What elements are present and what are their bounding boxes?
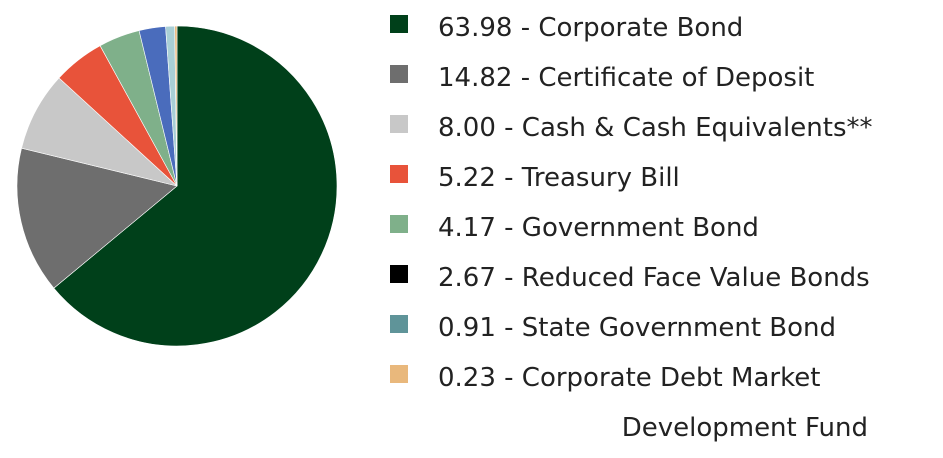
- legend-label: 0.91 - State Government Bond: [438, 313, 837, 343]
- legend-label: 8.00 - Cash & Cash Equivalents**: [438, 113, 873, 143]
- legend-swatch: [390, 115, 408, 133]
- legend-swatch: [390, 165, 408, 183]
- legend-label: 5.22 - Treasury Bill: [438, 163, 680, 193]
- pie-slice: [174, 25, 178, 187]
- legend-swatch: [390, 65, 408, 83]
- legend-swatch: [390, 315, 408, 333]
- pie-slice: [53, 25, 338, 347]
- legend-label: 63.98 - Corporate Bond: [438, 13, 744, 43]
- legend-label: 4.17 - Government Bond: [438, 213, 759, 243]
- pie-area: [16, 25, 338, 347]
- pie-slice: [16, 147, 178, 289]
- legend-swatch: [390, 265, 408, 283]
- legend-swatch: [390, 15, 408, 33]
- legend-label: 2.67 - Reduced Face Value Bonds: [438, 263, 870, 293]
- legend-label: 14.82 - Certificate of Deposit: [438, 63, 815, 93]
- legend-label: 0.23 - Corporate Debt Market Development…: [438, 363, 868, 443]
- legend-swatch: [390, 215, 408, 233]
- legend-swatch: [390, 365, 408, 383]
